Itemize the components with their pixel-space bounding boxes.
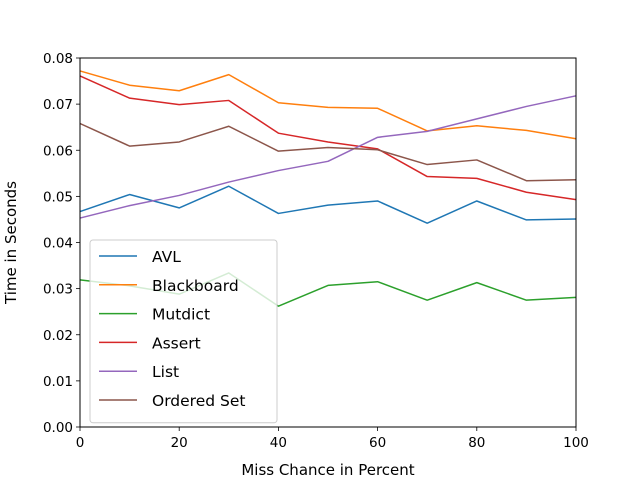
y-tick-label: 0.01	[43, 374, 73, 390]
x-tick-label: 40	[270, 435, 287, 451]
series-line-0	[79, 185, 577, 224]
x-tick-label: 100	[563, 435, 589, 451]
series-line-3	[79, 75, 577, 201]
y-tick-label: 0.04	[43, 236, 73, 252]
y-tick-label: 0.08	[43, 51, 73, 67]
legend: AVL Blackboard Mutdict Assert List Ordered Se…	[89, 239, 278, 424]
x-tick-label: 0	[76, 435, 85, 451]
legend-label-1: Blackboard	[152, 277, 239, 295]
legend-label-0: AVL	[152, 248, 181, 266]
y-axis: 0.00 0.01 0.02 0.03 0.04 0.05 0.06 0.07 0.08	[43, 51, 80, 436]
x-axis-label: Miss Chance in Percent	[241, 461, 414, 479]
legend-label-3: Assert	[152, 334, 201, 352]
y-tick-label: 0.06	[43, 143, 73, 159]
y-tick-label: 0.05	[43, 189, 73, 205]
legend-label-2: Mutdict	[152, 306, 210, 324]
legend-label-5: Ordered Set	[152, 392, 245, 410]
y-tick-label: 0.02	[43, 328, 73, 344]
x-tick-label: 60	[369, 435, 386, 451]
y-tick-label: 0.00	[43, 420, 73, 436]
series-line-5	[79, 122, 577, 182]
series-line-1	[79, 70, 577, 140]
legend-box	[89, 239, 278, 424]
x-tick-label: 20	[171, 435, 188, 451]
series-line-4	[79, 95, 577, 219]
x-tick-label: 80	[468, 435, 485, 451]
y-tick-label: 0.07	[43, 97, 73, 113]
legend-label-4: List	[152, 363, 179, 381]
y-axis-label: Time in Seconds	[2, 181, 20, 305]
x-axis: 0 20 40 60 80 100	[76, 427, 589, 451]
y-tick-label: 0.03	[43, 282, 73, 298]
